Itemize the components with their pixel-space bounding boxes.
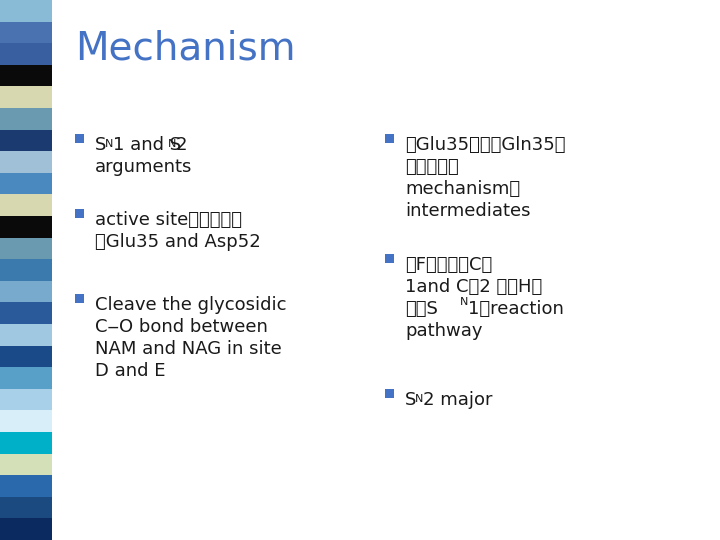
Bar [0,194,52,216]
Bar [384,133,394,143]
Bar [0,324,52,346]
Text: mechanism之: mechanism之 [405,180,520,198]
Text: S: S [95,136,107,154]
Text: 將Glu35置換為Gln35，: 將Glu35置換為Gln35， [405,136,565,154]
Text: 2: 2 [176,136,187,154]
Bar [0,151,52,173]
Text: N: N [105,139,113,149]
Bar [384,253,394,262]
Bar [0,454,52,475]
Bar [74,208,84,218]
Bar [384,388,394,397]
Text: 為Glu35 and Asp52: 為Glu35 and Asp52 [95,233,261,251]
Bar [0,389,52,410]
Bar [0,518,52,540]
Bar [74,294,84,302]
Text: 1 and S: 1 and S [113,136,181,154]
Text: N: N [415,394,423,404]
Bar [0,410,52,432]
Text: active site作用的位置: active site作用的位置 [95,211,242,229]
Text: 2 major: 2 major [423,391,492,409]
Bar [0,130,52,151]
Bar [0,281,52,302]
Bar [74,133,84,143]
Text: pathway: pathway [405,322,482,340]
Text: Cleave the glycosidic: Cleave the glycosidic [95,296,287,314]
Text: N: N [168,139,176,149]
Bar [0,302,52,324]
Bar [0,65,52,86]
Bar [0,22,52,43]
Bar [0,216,52,238]
Bar [0,43,52,65]
Text: 將F原子取代C－: 將F原子取代C－ [405,256,492,274]
Bar [0,173,52,194]
Bar [0,86,52,108]
Text: 藉此觀察二: 藉此觀察二 [405,158,459,176]
Text: C‒O bond between: C‒O bond between [95,318,268,336]
Text: 改變S: 改變S [405,300,438,318]
Text: arguments: arguments [95,158,192,176]
Text: 1and C－2 上的H，: 1and C－2 上的H， [405,278,542,296]
Bar [0,0,52,22]
Text: NAM and NAG in site: NAM and NAG in site [95,340,282,358]
Bar [0,108,52,130]
Bar [0,238,52,259]
Bar [0,432,52,454]
Text: N: N [460,297,469,307]
Text: 1之reaction: 1之reaction [468,300,564,318]
Text: D and E: D and E [95,362,166,380]
Bar [0,497,52,518]
Text: S: S [405,391,416,409]
Bar [0,475,52,497]
Bar [0,259,52,281]
Text: intermediates: intermediates [405,202,531,220]
Text: Mechanism: Mechanism [75,30,295,68]
Bar [0,346,52,367]
Bar [0,367,52,389]
